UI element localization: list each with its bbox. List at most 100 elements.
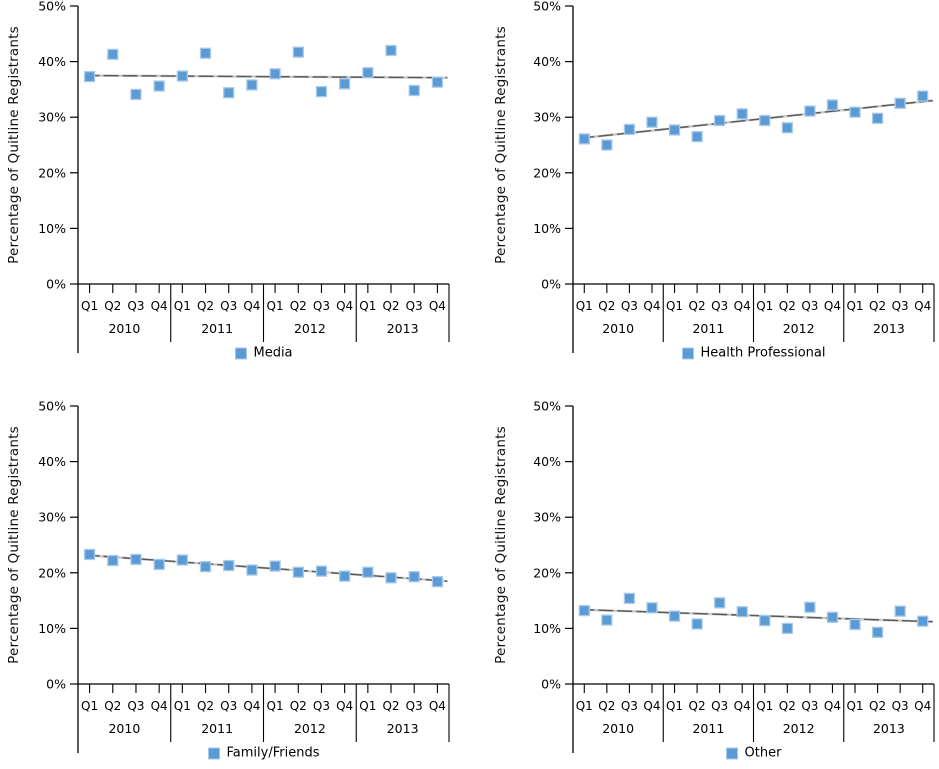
legend: Health Professional xyxy=(681,345,826,361)
quarter-label: Q1 xyxy=(576,699,593,713)
y-axis-title: Percentage of Quitline Registrants xyxy=(493,426,509,664)
quarter-label: Q3 xyxy=(127,699,144,713)
year-label: 2012 xyxy=(294,321,326,336)
quarter-label: Q1 xyxy=(666,699,683,713)
quarter-label: Q1 xyxy=(756,299,773,313)
data-point xyxy=(646,602,658,614)
quarter-label: Q3 xyxy=(711,299,728,313)
quarter-label: Q2 xyxy=(382,299,399,313)
year-label: 2013 xyxy=(873,721,905,736)
year-label: 2010 xyxy=(108,721,140,736)
data-point xyxy=(223,87,235,99)
data-point xyxy=(83,548,96,561)
year-label: 2013 xyxy=(387,321,419,336)
data-point xyxy=(246,79,258,91)
data-point xyxy=(668,610,681,622)
quarter-label: Q3 xyxy=(220,299,237,313)
data-point xyxy=(781,622,793,635)
data-point xyxy=(339,570,351,582)
year-label: 2011 xyxy=(201,721,233,736)
quarter-label: Q1 xyxy=(267,699,284,713)
quarter-label: Q3 xyxy=(801,699,818,713)
quarter-label: Q2 xyxy=(869,299,886,313)
data-point xyxy=(804,601,816,613)
y-tick-label: 50% xyxy=(38,0,66,14)
data-point xyxy=(130,553,142,566)
data-point xyxy=(362,566,374,578)
data-point xyxy=(578,133,590,145)
data-point xyxy=(362,67,374,79)
y-tick-label: 50% xyxy=(533,399,561,414)
quarter-label: Q3 xyxy=(621,299,638,313)
quarter-label: Q1 xyxy=(359,699,376,713)
legend-label: Health Professional xyxy=(700,345,826,361)
quarter-label: Q2 xyxy=(104,299,121,313)
y-tick-label: 10% xyxy=(38,221,66,236)
quarter-label: Q1 xyxy=(576,299,593,313)
year-label: 2011 xyxy=(201,321,233,336)
quarter-label: Q2 xyxy=(290,699,307,713)
trendline xyxy=(84,74,448,79)
data-point xyxy=(269,560,281,572)
quarter-label: Q3 xyxy=(892,299,909,313)
quarter-label: Q1 xyxy=(174,699,191,713)
y-tick-label: 20% xyxy=(38,165,66,180)
trendline xyxy=(84,554,448,582)
other-scatter-plot: 0% 10% 20% 30% 40% 50% Q1 Q2 Q3 Q4 Q1 Q2 Q3 Q4 Q1 Q2 Q3 Q… xyxy=(533,399,935,753)
data-point xyxy=(736,108,748,120)
data-point xyxy=(871,626,884,638)
data-point xyxy=(601,614,613,626)
quarter-label: Q3 xyxy=(406,299,423,313)
data-point xyxy=(714,597,726,609)
quarter-label: Q3 xyxy=(801,299,818,313)
quarter-label: Q4 xyxy=(734,699,751,713)
family-friends-scatter-plot: 0% 10% 20% 30% 40% 50% Q1 Q2 Q3 Q4 Q1 Q2 Q3 Q4 Q1 Q2 Q3 Q… xyxy=(38,399,450,753)
year-label: 2010 xyxy=(108,321,140,336)
quarter-label: Q4 xyxy=(643,299,660,313)
legend-label: Family/Friends xyxy=(226,745,320,761)
quarter-label: Q2 xyxy=(689,299,706,313)
y-tick-label: 30% xyxy=(38,110,66,125)
quarter-label: Q4 xyxy=(151,699,168,713)
data-point xyxy=(199,47,212,59)
quarter-label: Q2 xyxy=(869,699,886,713)
quarter-label: Q1 xyxy=(846,699,863,713)
y-tick-label: 0% xyxy=(541,277,561,292)
quarter-label: Q4 xyxy=(336,699,353,713)
legend-marker-icon xyxy=(207,747,220,759)
data-point xyxy=(107,48,119,61)
data-point xyxy=(176,554,188,566)
data-point xyxy=(315,85,328,98)
data-point xyxy=(223,559,235,572)
quarter-label: Q1 xyxy=(267,299,284,313)
data-point xyxy=(153,558,165,571)
data-point xyxy=(292,46,304,58)
y-axis-title: Percentage of Quitline Registrants xyxy=(6,26,22,264)
y-tick-label: 40% xyxy=(533,454,561,469)
year-label: 2012 xyxy=(783,321,815,336)
legend-marker-icon xyxy=(681,347,694,359)
legend-marker-icon xyxy=(234,347,247,359)
data-point xyxy=(871,112,884,124)
data-point xyxy=(408,571,420,583)
year-label: 2011 xyxy=(692,721,724,736)
quarter-label: Q1 xyxy=(756,699,773,713)
year-label: 2010 xyxy=(602,321,634,336)
data-point xyxy=(431,76,444,88)
data-point xyxy=(385,572,397,584)
data-point xyxy=(781,122,793,134)
y-tick-label: 0% xyxy=(46,277,66,292)
data-point xyxy=(623,592,636,605)
trendline xyxy=(579,608,933,623)
data-point xyxy=(408,84,420,97)
y-tick-label: 40% xyxy=(38,54,66,69)
quarter-label: Q4 xyxy=(824,699,841,713)
data-point xyxy=(646,116,658,128)
quarter-label: Q1 xyxy=(81,299,98,313)
data-point xyxy=(153,80,165,92)
data-point xyxy=(759,114,771,127)
quarter-label: Q1 xyxy=(846,299,863,313)
year-label: 2012 xyxy=(294,721,326,736)
data-point xyxy=(246,564,258,576)
data-point xyxy=(759,614,771,627)
